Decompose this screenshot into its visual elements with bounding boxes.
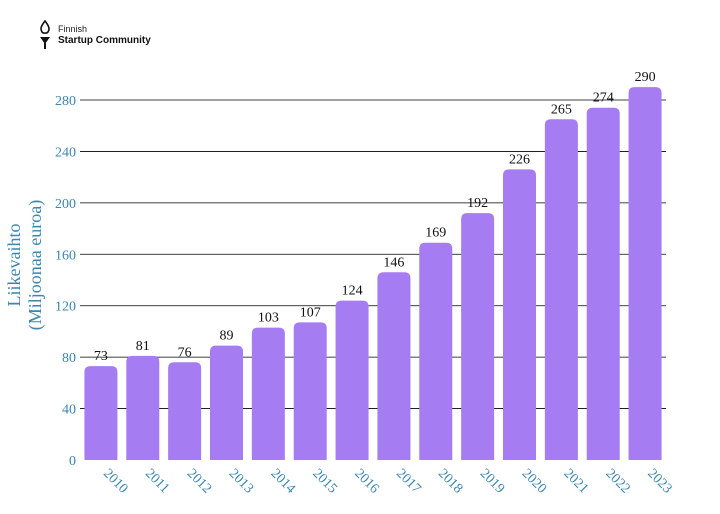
data-label: 89 <box>220 329 234 344</box>
x-tick-label: 2012 <box>184 466 214 496</box>
data-label: 124 <box>342 284 363 299</box>
gridlines <box>80 99 666 409</box>
data-label: 274 <box>593 91 614 106</box>
x-tick-label: 2020 <box>519 466 549 496</box>
x-tick-label: 2011 <box>142 466 172 496</box>
bar <box>84 366 118 460</box>
x-axis-ticks: 2010 2011 2012 2013 2014 2015 2016 2017 2018 2019… <box>100 466 675 496</box>
logo-text-top: Finnish <box>58 24 88 34</box>
data-label: 76 <box>178 345 192 360</box>
bar <box>461 213 495 460</box>
torch-icon <box>40 20 50 49</box>
bar <box>293 322 327 460</box>
bar <box>503 169 536 460</box>
logo-text-bottom: Startup Community <box>58 35 151 46</box>
data-label: 103 <box>258 311 279 326</box>
bar <box>586 107 620 460</box>
data-label: 73 <box>94 349 108 364</box>
data-label: 265 <box>551 102 572 117</box>
bar <box>419 242 453 460</box>
bars <box>84 87 662 461</box>
x-tick-label: 2014 <box>268 466 298 496</box>
data-label: 146 <box>383 255 404 270</box>
y-tick-label: 240 <box>55 145 76 160</box>
x-tick-label: 2021 <box>561 466 591 496</box>
x-tick-label: 2019 <box>477 466 507 496</box>
data-label: 290 <box>635 70 656 85</box>
y-tick-label: 80 <box>62 351 76 366</box>
y-tick-label: 40 <box>62 403 76 418</box>
bar <box>126 355 160 460</box>
y-tick-label: 200 <box>55 197 76 212</box>
y-axis-title-line: Liikevaihto <box>4 224 24 307</box>
x-tick-label: 2017 <box>393 466 423 496</box>
data-labels: 73 81 76 89 103 107 124 146 169 192 226 265 274 290 <box>94 70 656 364</box>
x-tick-label: 2016 <box>351 466 381 496</box>
x-tick-label: 2023 <box>644 466 674 496</box>
x-tick-label: 2018 <box>435 466 465 496</box>
y-tick-label: 0 <box>69 454 76 469</box>
data-label: 107 <box>300 305 321 320</box>
bar <box>210 345 243 460</box>
y-axis-title: Liikevaihto(Miljoonaa euroa) <box>4 200 46 330</box>
x-tick-label: 2022 <box>602 466 632 496</box>
data-label: 192 <box>467 196 488 211</box>
data-label: 169 <box>425 226 446 241</box>
y-tick-label: 280 <box>55 94 76 109</box>
bar <box>544 119 578 461</box>
data-label: 81 <box>136 339 150 354</box>
x-tick-label: 2013 <box>226 466 256 496</box>
y-axis-title-line: (Miljoonaa euroa) <box>25 200 46 330</box>
bar <box>335 300 369 460</box>
x-tick-label: 2010 <box>100 466 130 496</box>
y-tick-label: 120 <box>55 300 76 315</box>
y-axis-ticks: 0 40 80 120 160 200 240 280 <box>55 94 76 469</box>
y-tick-label: 160 <box>55 248 76 263</box>
bar <box>251 327 285 460</box>
bar <box>377 272 411 460</box>
data-label: 226 <box>509 152 530 167</box>
x-tick-label: 2015 <box>309 466 339 496</box>
bar <box>168 362 202 460</box>
bar <box>628 87 662 461</box>
